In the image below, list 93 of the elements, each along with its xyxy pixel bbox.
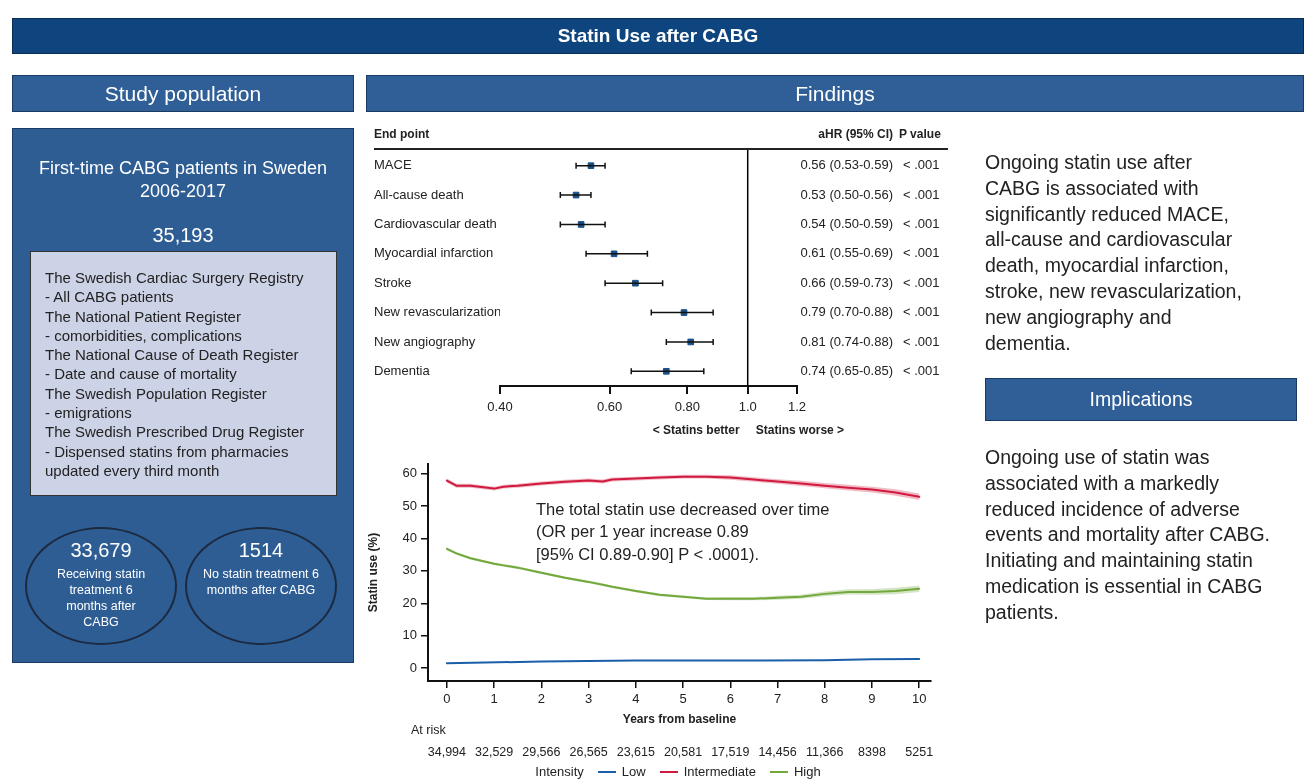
y-tick-label: MACE	[374, 157, 412, 173]
text: Implications	[985, 378, 1297, 421]
text: 23,615	[616, 744, 655, 759]
x-tick-label: 5	[679, 691, 687, 707]
text: < .001	[903, 304, 940, 320]
y-tick-label: 10	[402, 627, 417, 643]
text: P value	[899, 127, 942, 142]
text: The Swedish Population Register	[45, 383, 268, 404]
text: 14,456	[758, 744, 797, 759]
x-tick-label: 9	[868, 691, 876, 707]
text: The Swedish Cardiac Surgery Registry	[45, 268, 305, 288]
y-tick-label: 50	[402, 497, 417, 513]
y-tick-label: Dementia	[374, 362, 431, 378]
text: 32,529	[475, 744, 514, 759]
legend-title: Intensity	[535, 764, 584, 779]
text: 20,581	[663, 744, 703, 759]
x-tick-label: 6	[726, 691, 734, 707]
text: 33,679	[69, 539, 133, 562]
text: At risk	[411, 722, 447, 737]
text: End point	[374, 127, 430, 142]
text: < .001	[903, 333, 940, 349]
y-tick-label: 0	[409, 659, 417, 675]
x-tick-label: 7	[773, 691, 782, 707]
y-tick-label: New angiography	[374, 333, 476, 349]
text: Ongoing use of statin was associated with a markedly reduced incidence of adverse events and mortality after CABG. Initiating and maintaining statin medication is essential in CABG patients.	[985, 445, 1272, 625]
text: - All CABG patients	[45, 287, 175, 307]
y-tick-label: 60	[402, 465, 417, 481]
y-tick-label: 30	[402, 562, 417, 578]
y-tick-label: Stroke	[374, 274, 412, 290]
text: The National Patient Register	[45, 306, 242, 326]
text: - emigrations	[45, 403, 133, 423]
text: 5251	[905, 744, 934, 759]
x-tick-label: 2	[537, 691, 545, 707]
text: 17,519	[711, 744, 750, 759]
x-tick-label: 0.40	[487, 399, 513, 415]
text: 8398	[858, 744, 886, 759]
y-tick-label: Myocardial infarction	[374, 245, 494, 261]
data-label: 0.54 (0.50-0.59)	[800, 216, 893, 232]
text: Study population	[12, 75, 354, 112]
x-tick-label: 1.0	[738, 399, 757, 415]
text: Ongoing statin use after CABG is associated with significantly reduced MACE, all-cause and cardiovascular death, myocardial infarction, stroke, new revascularization, new angiography and dementia.	[985, 150, 1243, 356]
text: - Date and cause of mortality	[45, 364, 238, 384]
data-label: 0.79 (0.70-0.88)	[800, 304, 893, 320]
text: The National Cause of Death Register	[45, 345, 300, 365]
y-tick-label: 40	[402, 530, 417, 546]
text: Statin Use after CABG	[12, 18, 1304, 54]
x-axis-title: Years from baseline	[622, 712, 737, 727]
data-label: 0.74 (0.65-0.85)	[800, 362, 893, 378]
legend-label: High	[793, 764, 821, 779]
text: < .001	[903, 274, 940, 290]
text: - comorbidities, complications	[45, 325, 243, 346]
text: No statin treatment 6 months after CABG	[202, 566, 320, 598]
text: 26,565	[569, 744, 608, 759]
text: 34,994	[427, 744, 467, 759]
y-tick-label: All-cause death	[374, 186, 464, 202]
data-label: 0.81 (0.74-0.88)	[800, 333, 893, 349]
data-label: 0.53 (0.50-0.56)	[800, 186, 893, 202]
x-tick-label: 0.60	[596, 399, 623, 415]
x-tick-label: 1.2	[787, 399, 807, 415]
y-tick-label: 20	[402, 594, 417, 610]
x-tick-label: 4	[632, 691, 640, 707]
text: The Swedish Prescribed Drug Register	[45, 422, 306, 442]
x-tick-label: 8	[821, 691, 829, 707]
data-label: 0.66 (0.59-0.73)	[800, 274, 893, 290]
x-tick-label: 0	[443, 691, 451, 707]
text: 29,566	[522, 744, 561, 759]
y-axis-title: Statin use (%)	[365, 532, 380, 613]
text: < .001	[903, 245, 940, 261]
y-tick-label: New revascularization	[374, 304, 502, 320]
x-tick-label: 10	[911, 691, 927, 707]
text: aHR (95% CI)	[818, 127, 893, 142]
text: Statins worse >	[755, 423, 845, 438]
text: 11,366	[806, 744, 844, 759]
text: < Statins better	[652, 423, 741, 438]
chart-title: Findings	[366, 75, 1304, 112]
text: - Dispensed statins from pharmacies updated every third month	[45, 441, 290, 481]
x-tick-label: 0.80	[674, 399, 701, 415]
annotation: The total statin use decreased over time (OR per 1 year increase 0.89 [95% CI 0.89-0.90] P < .0001).	[536, 499, 830, 563]
text: 35,193	[151, 224, 215, 247]
text: < .001	[903, 216, 940, 232]
text: < .001	[903, 362, 940, 378]
y-tick-label: Cardiovascular death	[374, 216, 497, 232]
text: < .001	[903, 157, 940, 173]
data-label: 0.61 (0.55-0.69)	[800, 245, 893, 261]
legend-label: Low	[621, 764, 646, 779]
text: First-time CABG patients in Sweden 2006-2017	[37, 157, 329, 203]
data-label: 0.56 (0.53-0.59)	[800, 157, 893, 173]
text: < .001	[903, 186, 940, 202]
x-tick-label: 3	[584, 691, 593, 707]
legend-label: Intermediate	[683, 764, 756, 779]
text: 1514	[237, 539, 285, 562]
text: Receiving statin treatment 6 months after CABG	[55, 566, 147, 630]
x-tick-label: 1	[490, 691, 498, 707]
